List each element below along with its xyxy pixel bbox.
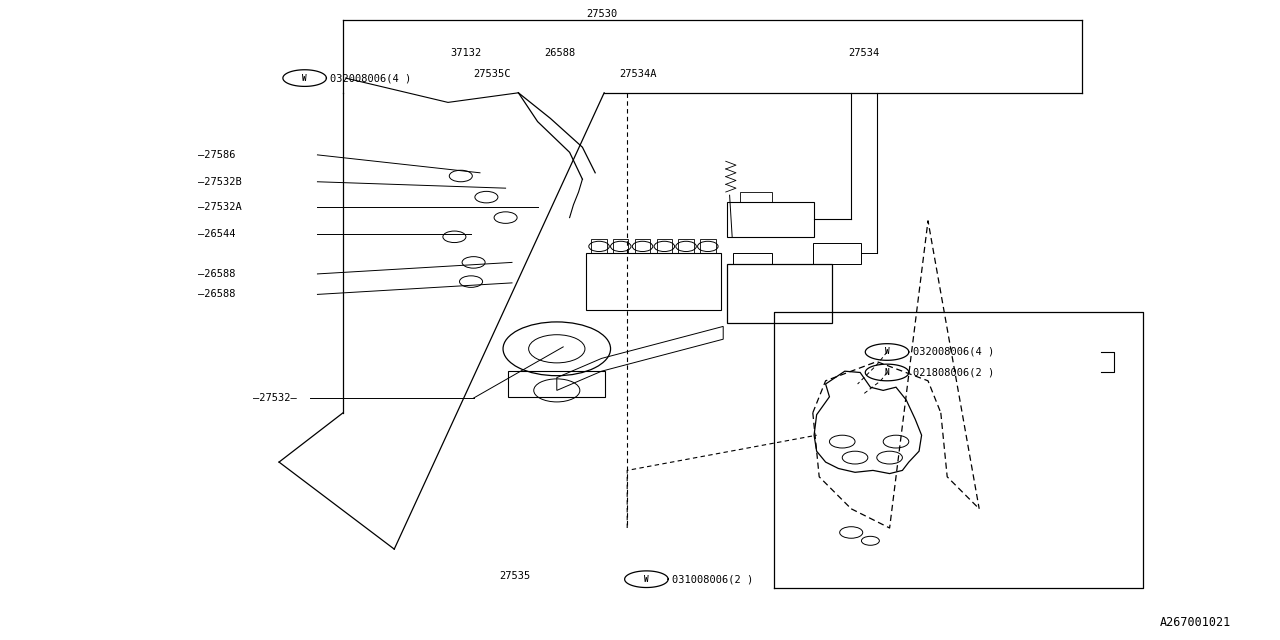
- Text: N: N: [884, 368, 890, 377]
- Bar: [700, 239, 716, 253]
- Text: 031008006(2 ): 031008006(2 ): [672, 574, 753, 584]
- Text: 27530: 27530: [586, 9, 617, 19]
- Text: —27532—: —27532—: [253, 393, 297, 403]
- Text: 021808006(2 ): 021808006(2 ): [913, 367, 993, 378]
- Text: 37132: 37132: [451, 48, 481, 58]
- Text: —27532B: —27532B: [198, 177, 242, 187]
- Text: —27532A: —27532A: [198, 202, 242, 212]
- Bar: [613, 239, 628, 253]
- Text: —27586: —27586: [198, 150, 236, 160]
- Text: 27534: 27534: [849, 48, 879, 58]
- Bar: [733, 253, 772, 264]
- Text: —26588: —26588: [198, 289, 236, 300]
- Bar: [635, 239, 650, 253]
- Text: —26544: —26544: [198, 229, 236, 239]
- Text: 27535C: 27535C: [474, 68, 511, 79]
- Text: 26588: 26588: [544, 48, 575, 58]
- Text: A267001021: A267001021: [1160, 616, 1231, 628]
- Bar: [508, 371, 605, 397]
- Bar: [727, 264, 832, 323]
- Text: —26588: —26588: [198, 269, 236, 279]
- Text: W: W: [644, 575, 649, 584]
- Bar: [727, 202, 814, 237]
- Text: 032008006(4 ): 032008006(4 ): [913, 347, 993, 357]
- Bar: [678, 239, 694, 253]
- Bar: [657, 239, 672, 253]
- Text: 032008006(4 ): 032008006(4 ): [330, 73, 411, 83]
- Text: 27534A: 27534A: [620, 68, 657, 79]
- Bar: [591, 239, 607, 253]
- Bar: [586, 253, 721, 310]
- Bar: [740, 192, 772, 202]
- Text: W: W: [302, 74, 307, 83]
- Text: W: W: [884, 348, 890, 356]
- Text: 27535: 27535: [499, 571, 530, 581]
- Bar: [813, 243, 861, 264]
